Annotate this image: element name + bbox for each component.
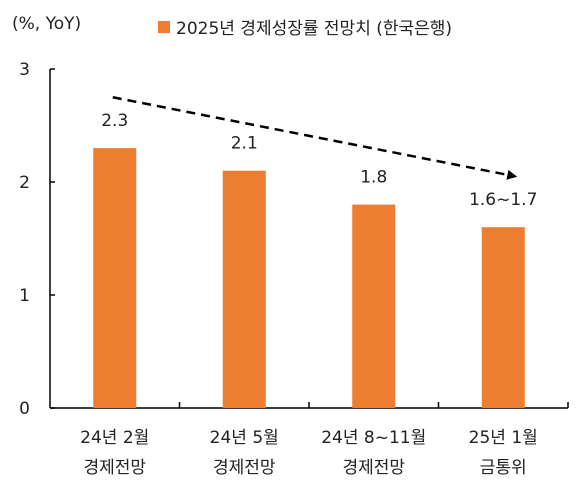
- y-tick-label: 0: [19, 399, 30, 419]
- data-label: 2.3: [101, 111, 128, 131]
- legend-swatch: [158, 20, 170, 33]
- trend-arrow: [112, 96, 518, 180]
- bar: [481, 227, 525, 408]
- x-tick-label-sub: 금통위: [480, 458, 527, 478]
- y-tick-label: 3: [19, 60, 30, 80]
- x-tick-label: 24년 5월: [210, 428, 279, 448]
- y-tick-label: 2: [19, 173, 30, 193]
- data-label: 1.6~1.7: [469, 190, 537, 210]
- data-label: 2.1: [231, 134, 258, 154]
- x-tick-label-sub: 경제전망: [83, 458, 146, 478]
- bar: [222, 170, 266, 408]
- x-tick-label: 24년 2월: [80, 428, 149, 448]
- x-tick-label: 25년 1월: [469, 428, 538, 448]
- y-tick-label: 1: [19, 286, 30, 306]
- bar: [352, 204, 396, 408]
- x-tick-label: 24년 8~11월: [321, 428, 426, 448]
- legend-label: 2025년 경제성장률 전망치 (한국은행): [176, 19, 453, 39]
- data-label: 1.8: [360, 168, 387, 188]
- unit-label: (%, YoY): [12, 14, 82, 34]
- legend: 2025년 경제성장률 전망치 (한국은행): [158, 14, 452, 39]
- x-tick-label-sub: 경제전망: [342, 458, 405, 478]
- bar: [93, 148, 137, 408]
- x-tick-label-sub: 경제전망: [213, 458, 276, 478]
